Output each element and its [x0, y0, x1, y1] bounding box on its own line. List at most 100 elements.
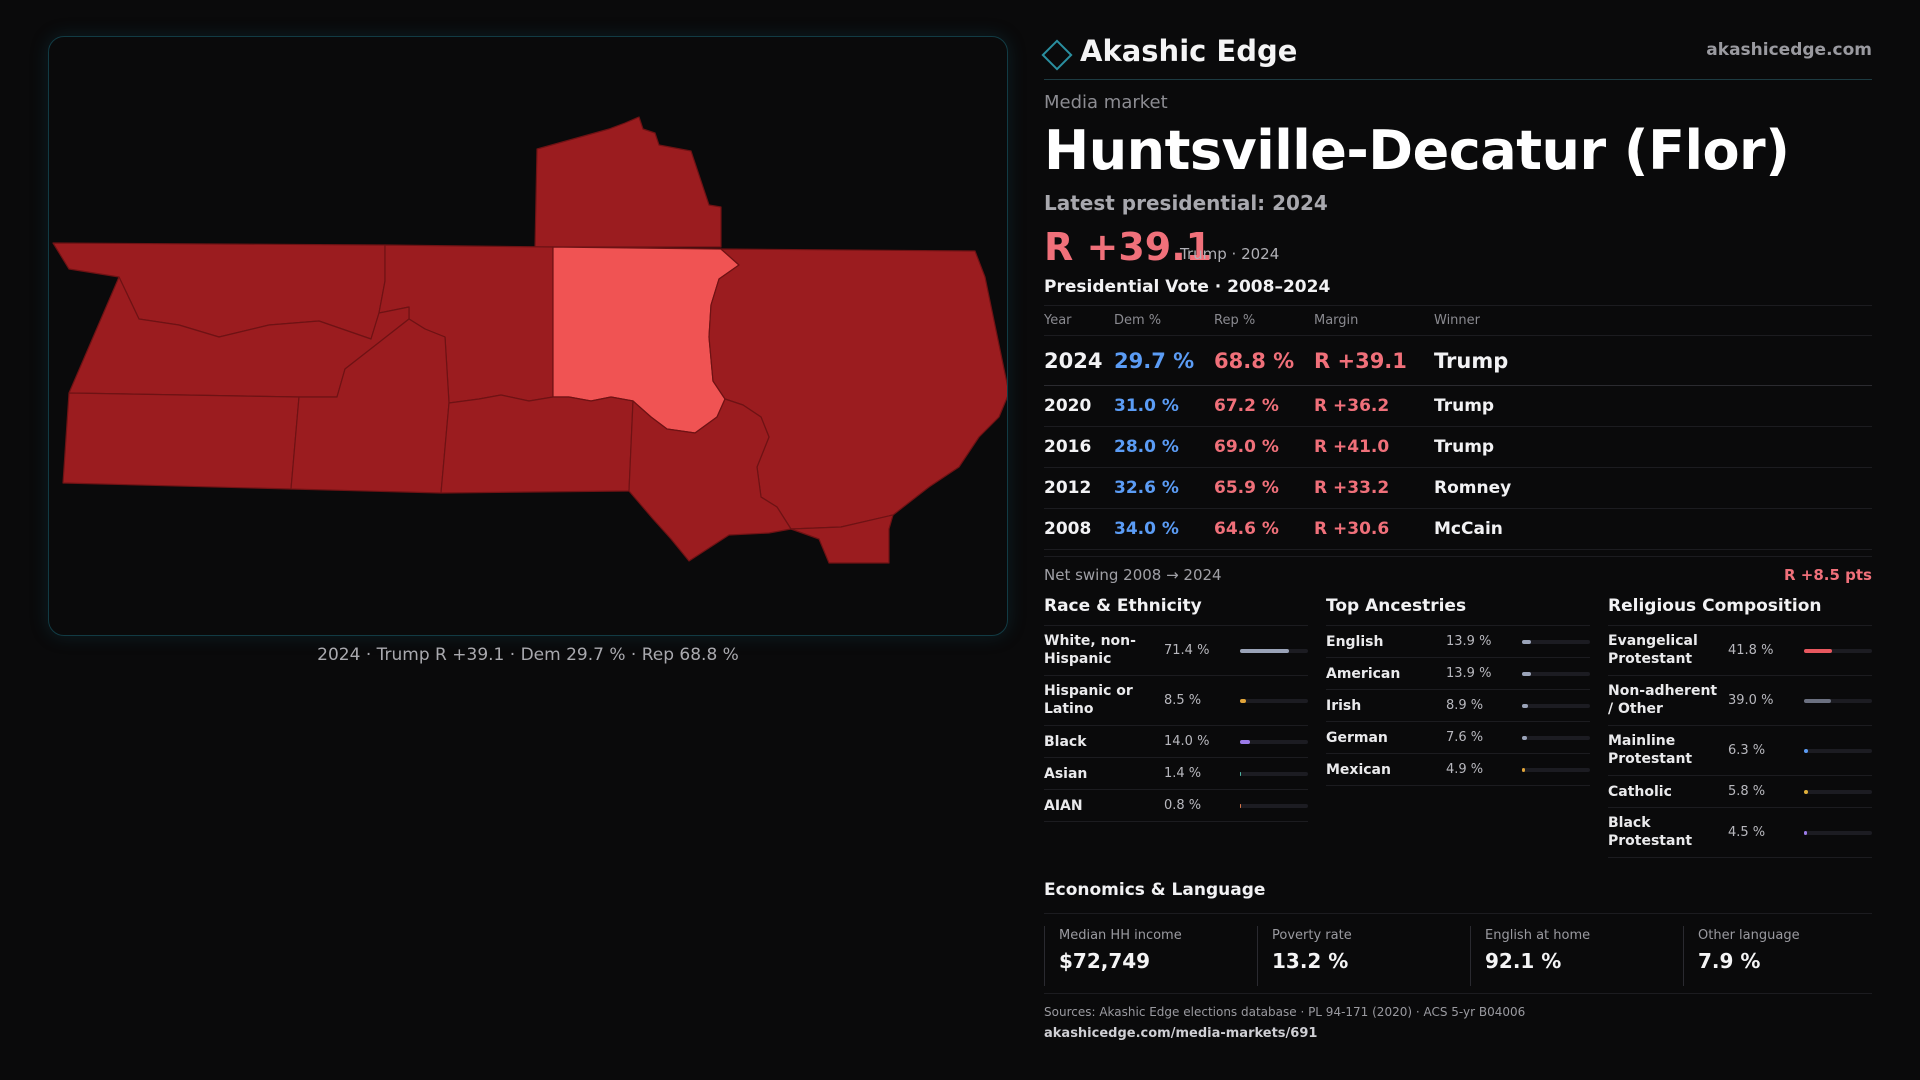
item-label: Asian [1044, 766, 1088, 782]
religion-title: Religious Composition [1608, 590, 1872, 626]
item-label: Irish [1326, 698, 1362, 714]
latest-presidential-label: Latest presidential: 2024 [1044, 191, 1328, 215]
row-dem: 32.6 % [1114, 467, 1214, 509]
item-bar-fill [1240, 649, 1289, 653]
row-year: 2020 [1044, 385, 1114, 427]
item-bar-fill [1804, 749, 1809, 753]
item-bar-fill [1804, 649, 1833, 653]
list-item: Black Protestant 4.5 % [1608, 808, 1872, 858]
list-item: Catholic 5.8 % [1608, 776, 1872, 808]
county-shape[interactable] [628, 398, 792, 562]
row-dem: 31.0 % [1114, 385, 1214, 427]
stat-value: 7.9 % [1698, 949, 1761, 973]
item-label: Catholic [1608, 784, 1672, 800]
economics-cards: Median HH income $72,749 Poverty rate 13… [1044, 914, 1872, 994]
item-label: English [1326, 634, 1384, 650]
county-shape[interactable] [290, 318, 450, 494]
stat-label: Median HH income [1059, 928, 1182, 943]
header-winner: Winner [1434, 305, 1872, 336]
religion-column: Religious Composition Evangelical Protes… [1608, 590, 1872, 858]
list-item: English 13.9 % [1326, 626, 1590, 658]
brand-url-link[interactable]: akashicedge.com [1706, 40, 1872, 60]
row-dem: 34.0 % [1114, 508, 1214, 550]
item-percent: 0.8 % [1164, 798, 1202, 813]
county-shape[interactable] [440, 394, 634, 494]
ancestry-column: Top Ancestries English 13.9 % American 13.9… [1326, 590, 1590, 786]
list-item: Black 14.0 % [1044, 726, 1308, 758]
row-rep: 68.8 % [1214, 335, 1314, 386]
net-swing-label: Net swing 2008 → 2024 [1044, 566, 1222, 584]
item-label: American [1326, 666, 1401, 682]
item-label: Mainline Protestant [1608, 733, 1693, 767]
item-bar [1522, 704, 1590, 708]
item-bar-fill [1804, 699, 1831, 703]
row-margin: R +30.6 [1314, 508, 1434, 550]
item-bar [1522, 736, 1590, 740]
vote-table: Year Dem % Rep % Margin Winner 2024 29.7… [1044, 305, 1872, 550]
row-margin: R +41.0 [1314, 426, 1434, 468]
market-kicker: Media market [1044, 92, 1168, 113]
item-percent: 7.6 % [1446, 730, 1484, 745]
county-shape[interactable] [534, 116, 722, 248]
stat-label: English at home [1485, 928, 1591, 943]
table-row: 2016 28.0 % 69.0 % R +41.0 Trump [1044, 426, 1872, 468]
list-item: Hispanic or Latino 8.5 % [1044, 676, 1308, 726]
header-rep: Rep % [1214, 305, 1314, 336]
stat-value: 92.1 % [1485, 949, 1562, 973]
item-label: Hispanic or Latino [1044, 683, 1133, 717]
item-percent: 4.9 % [1446, 762, 1484, 777]
row-winner: McCain [1434, 508, 1872, 550]
item-bar [1804, 699, 1872, 703]
row-margin: R +33.2 [1314, 467, 1434, 509]
header-dem: Dem % [1114, 305, 1214, 336]
row-dem: 28.0 % [1114, 426, 1214, 468]
vote-table-title: Presidential Vote · 2008–2024 [1044, 277, 1331, 297]
map-panel[interactable] [48, 36, 1008, 636]
item-bar-fill [1804, 831, 1808, 835]
county-map[interactable] [49, 37, 1008, 636]
list-item: Irish 8.9 % [1326, 690, 1590, 722]
net-swing-row: Net swing 2008 → 2024 R +8.5 pts [1044, 556, 1872, 588]
item-bar-fill [1240, 772, 1242, 776]
item-percent: 39.0 % [1728, 693, 1774, 708]
net-swing-value: R +8.5 pts [1784, 566, 1872, 584]
list-item: German 7.6 % [1326, 722, 1590, 754]
header-margin: Margin [1314, 305, 1434, 336]
economics-section: Economics & Language Median HH income $7… [1044, 880, 1872, 994]
county-shape[interactable] [62, 392, 300, 490]
stat-card: English at home 92.1 % [1470, 926, 1670, 986]
row-margin: R +39.1 [1314, 335, 1434, 386]
row-rep: 69.0 % [1214, 426, 1314, 468]
county-shape[interactable] [790, 514, 894, 564]
list-item: White, non-Hispanic 71.4 % [1044, 626, 1308, 676]
item-bar-fill [1522, 736, 1528, 740]
item-bar [1240, 804, 1308, 808]
row-winner: Trump [1434, 426, 1872, 468]
list-item: AIAN 0.8 % [1044, 790, 1308, 822]
economics-title: Economics & Language [1044, 880, 1872, 914]
row-winner: Trump [1434, 385, 1872, 427]
row-rep: 67.2 % [1214, 385, 1314, 427]
table-row: 2020 31.0 % 67.2 % R +36.2 Trump [1044, 385, 1872, 427]
source-url-link[interactable]: akashicedge.com/media-markets/691 [1044, 1026, 1318, 1041]
item-label: Evangelical Protestant [1608, 633, 1698, 667]
item-percent: 8.9 % [1446, 698, 1484, 713]
item-percent: 1.4 % [1164, 766, 1202, 781]
item-bar [1804, 749, 1872, 753]
item-bar [1522, 672, 1590, 676]
vote-table-header: Year Dem % Rep % Margin Winner [1044, 305, 1872, 336]
header-year: Year [1044, 305, 1114, 336]
stat-card: Poverty rate 13.2 % [1257, 926, 1457, 986]
stat-value: 13.2 % [1272, 949, 1349, 973]
row-margin: R +36.2 [1314, 385, 1434, 427]
list-item: Mexican 4.9 % [1326, 754, 1590, 786]
item-label: White, non-Hispanic [1044, 633, 1136, 667]
item-bar [1240, 649, 1308, 653]
row-year: 2008 [1044, 508, 1114, 550]
item-percent: 71.4 % [1164, 643, 1210, 658]
sources-note: Sources: Akashic Edge elections database… [1044, 1005, 1526, 1019]
table-row: 2024 29.7 % 68.8 % R +39.1 Trump [1044, 335, 1872, 386]
item-percent: 8.5 % [1164, 693, 1202, 708]
item-bar-fill [1240, 804, 1242, 808]
ancestry-title: Top Ancestries [1326, 590, 1590, 626]
